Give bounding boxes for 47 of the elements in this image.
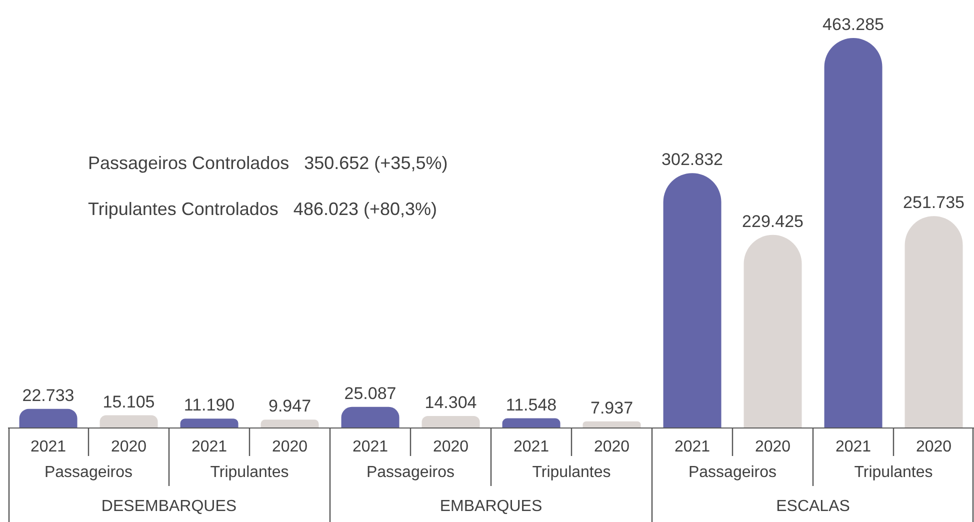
x-tick-label: 2021 — [674, 438, 710, 456]
text: Tripulantes — [209, 464, 290, 482]
data-label: 9.947 — [268, 396, 312, 416]
data-label: 14.304 — [424, 392, 477, 412]
x-tick-label: 2020 — [594, 438, 630, 456]
data-label: 7.937 — [590, 398, 634, 418]
text: Tripulantes — [531, 464, 612, 482]
bar — [100, 415, 158, 428]
bar — [904, 216, 963, 428]
x-tick-label: 2021 — [352, 438, 388, 456]
text: Passageiros — [43, 464, 134, 482]
bar — [824, 38, 882, 428]
data-label: 463.285 — [822, 15, 884, 34]
data-label: 251.735 — [903, 193, 964, 212]
text: Passageiros — [365, 464, 456, 482]
x-tick-label: 2021 — [191, 438, 228, 456]
text: Passageiros — [687, 464, 778, 482]
x-tick-label: 2021 — [513, 438, 550, 456]
x-tick-label: 2020 — [754, 438, 791, 456]
text: DESEMBARQUES — [100, 498, 238, 516]
bar — [341, 406, 400, 428]
bar — [180, 418, 238, 428]
x-tick-label: 2020 — [110, 438, 147, 456]
data-label: 229.425 — [742, 212, 804, 231]
annotation: Tripulantes Controlados 486.023 (+80,3%) — [88, 199, 438, 220]
bar — [502, 418, 560, 428]
bar — [663, 173, 722, 428]
x-tick-label: 2020 — [432, 438, 469, 456]
data-label: 11.548 — [506, 395, 557, 414]
data-label: 15.105 — [102, 392, 155, 412]
text: ESCALAS — [775, 498, 851, 516]
text: Tripulantes — [853, 464, 934, 482]
text: EMBARQUES — [438, 498, 544, 516]
bar — [582, 421, 641, 428]
data-label: 25.087 — [344, 384, 396, 403]
bar — [260, 420, 319, 428]
data-label: 11.190 — [184, 396, 235, 415]
annotation: Passageiros Controlados 350.652 (+35,5%) — [88, 153, 448, 174]
bar — [744, 234, 802, 428]
x-tick-label: 2020 — [272, 438, 308, 456]
x-tick-label: 2020 — [916, 438, 952, 456]
bar — [422, 416, 480, 428]
bar — [19, 408, 78, 428]
x-tick-label: 2021 — [835, 438, 872, 456]
x-tick-label: 2021 — [30, 438, 66, 456]
data-label: 22.733 — [22, 386, 74, 405]
data-label: 302.832 — [662, 150, 723, 170]
